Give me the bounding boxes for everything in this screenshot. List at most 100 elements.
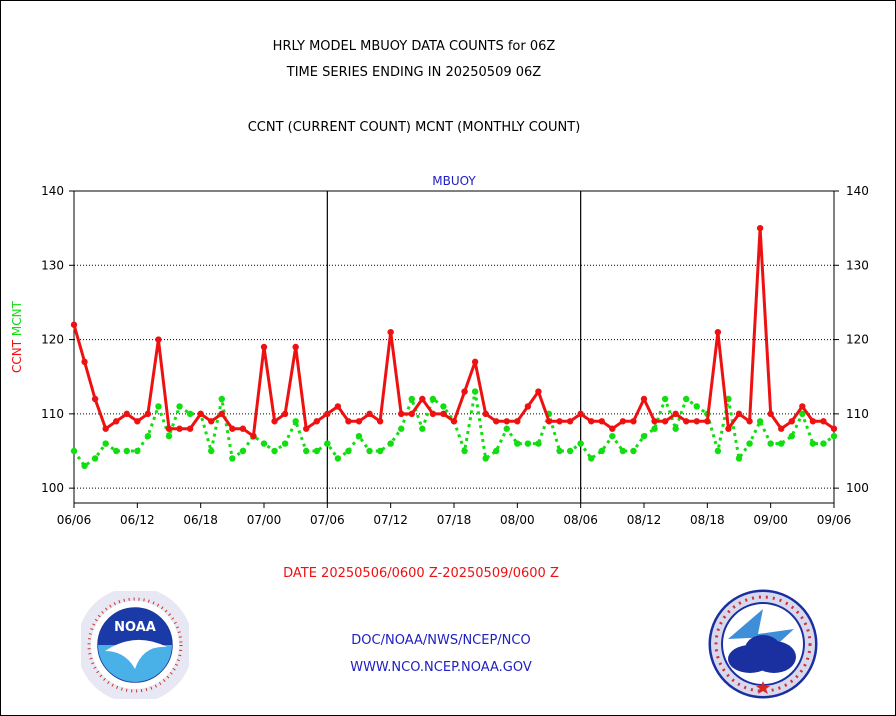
point-ccnt — [704, 418, 711, 425]
point-mcnt — [746, 440, 753, 447]
point-mcnt — [366, 447, 373, 455]
point-mcnt — [91, 455, 99, 462]
y-tick-label-right: 120 — [846, 333, 869, 347]
point-mcnt — [482, 455, 489, 462]
point-ccnt — [271, 418, 278, 425]
point-mcnt — [429, 395, 437, 403]
point-mcnt — [345, 447, 352, 455]
point-ccnt — [577, 410, 584, 418]
point-ccnt — [471, 358, 479, 366]
point-mcnt — [271, 447, 278, 455]
x-tick-label: 06/18 — [183, 513, 218, 527]
point-mcnt — [229, 455, 236, 462]
point-ccnt — [693, 418, 700, 425]
point-mcnt — [661, 395, 669, 403]
point-ccnt — [366, 410, 373, 418]
point-mcnt — [630, 447, 637, 455]
point-ccnt — [482, 410, 489, 418]
y-tick-label-right: 110 — [846, 407, 869, 421]
point-ccnt — [450, 418, 458, 425]
point-ccnt — [292, 343, 299, 351]
x-tick-label: 08/00 — [500, 513, 535, 527]
point-mcnt — [514, 440, 521, 447]
point-mcnt — [186, 410, 194, 418]
y-axis-label: CCNT MCNT — [10, 300, 24, 373]
point-ccnt — [746, 418, 753, 425]
point-ccnt — [556, 418, 563, 425]
point-ccnt — [134, 418, 141, 425]
point-mcnt — [239, 447, 247, 455]
point-ccnt — [725, 425, 732, 432]
point-ccnt — [186, 425, 194, 432]
point-ccnt — [250, 432, 257, 440]
point-mcnt — [640, 432, 648, 440]
x-tick-label: 07/12 — [373, 513, 408, 527]
point-ccnt — [355, 418, 363, 425]
x-tick-label: 07/06 — [310, 513, 345, 527]
point-mcnt — [820, 440, 827, 447]
point-mcnt — [683, 395, 690, 403]
x-tick-label: 06/12 — [120, 513, 155, 527]
point-mcnt — [398, 425, 405, 432]
point-mcnt — [651, 425, 658, 432]
point-mcnt — [524, 440, 532, 447]
point-ccnt — [535, 388, 542, 395]
y-tick-label-right: 140 — [846, 184, 869, 198]
point-ccnt — [155, 336, 162, 343]
point-mcnt — [144, 432, 152, 440]
point-mcnt — [535, 440, 542, 447]
point-ccnt — [165, 425, 173, 432]
point-ccnt — [239, 425, 247, 432]
point-mcnt — [313, 447, 320, 455]
point-mcnt — [714, 447, 722, 455]
point-mcnt — [830, 432, 838, 440]
point-ccnt — [429, 410, 437, 418]
point-ccnt — [208, 418, 215, 425]
url-link[interactable]: WWW.NCO.NCEP.NOAA.GOV — [350, 660, 532, 675]
noaa-logo-text: NOAA — [114, 620, 156, 635]
point-mcnt — [281, 440, 289, 447]
y-tick-label-left: 110 — [41, 407, 64, 421]
point-ccnt — [81, 358, 88, 366]
y-tick-label-right: 100 — [846, 481, 869, 495]
point-mcnt — [102, 440, 109, 447]
point-ccnt — [493, 418, 500, 425]
noaa-logo-icon: NOAA — [81, 591, 189, 699]
nws-logo-icon — [708, 589, 818, 699]
point-mcnt — [461, 447, 468, 455]
point-ccnt — [588, 418, 595, 425]
point-mcnt — [123, 447, 130, 455]
x-tick-label: 06/06 — [57, 513, 92, 527]
x-tick-label: 07/00 — [247, 513, 282, 527]
point-ccnt — [70, 321, 78, 328]
point-mcnt — [387, 440, 394, 447]
point-ccnt — [313, 418, 320, 425]
org-label: DOC/NOAA/NWS/NCEP/NCO — [351, 633, 531, 648]
point-mcnt — [556, 447, 563, 455]
y-tick-label-left: 140 — [41, 184, 64, 198]
point-ccnt — [661, 418, 669, 425]
point-mcnt — [81, 462, 88, 470]
point-mcnt — [577, 440, 584, 447]
point-ccnt — [651, 418, 658, 425]
point-mcnt — [471, 388, 479, 395]
y-axis-label-mcnt: MCNT — [10, 300, 24, 340]
point-ccnt — [387, 328, 394, 336]
y-tick-label-left: 100 — [41, 481, 64, 495]
x-tick-label: 08/06 — [563, 513, 598, 527]
point-ccnt — [113, 418, 120, 425]
point-ccnt — [419, 395, 426, 403]
point-ccnt — [830, 425, 838, 432]
point-ccnt — [440, 410, 447, 418]
point-mcnt — [693, 403, 700, 410]
point-ccnt — [91, 395, 99, 403]
x-tick-label: 09/06 — [817, 513, 852, 527]
point-mcnt — [134, 447, 141, 455]
x-tick-label: 07/18 — [437, 513, 472, 527]
point-ccnt — [123, 410, 130, 418]
point-mcnt — [376, 447, 384, 455]
point-mcnt — [609, 432, 616, 440]
point-mcnt — [303, 447, 310, 455]
point-mcnt — [588, 455, 595, 462]
point-mcnt — [672, 425, 679, 432]
